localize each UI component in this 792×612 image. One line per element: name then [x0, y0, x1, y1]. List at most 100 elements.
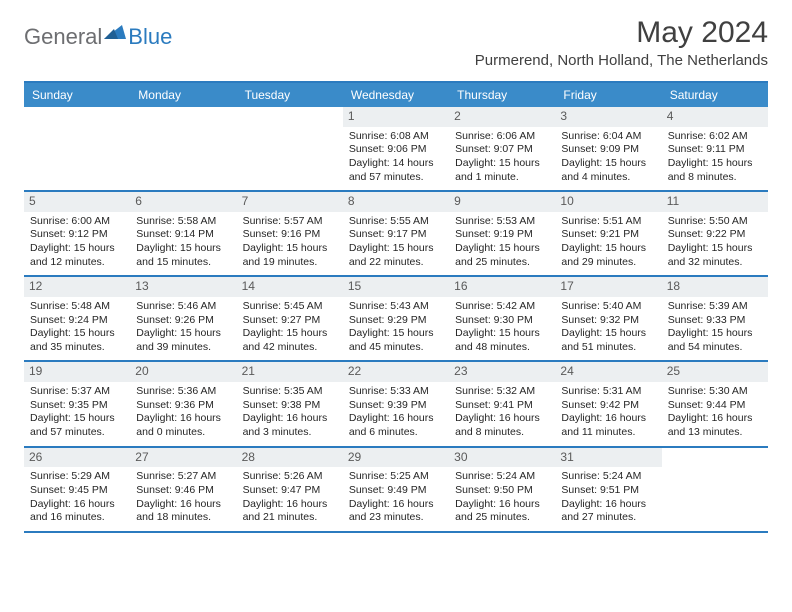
- week-row: 19 Sunrise: 5:37 AM Sunset: 9:35 PM Dayli…: [24, 362, 768, 447]
- day-cell: 26Sunrise: 5:29 AM Sunset: 9:45 PM Dayli…: [24, 448, 130, 531]
- day-details: Sunrise: 5:53 AM Sunset: 9:19 PM Dayligh…: [455, 215, 549, 270]
- day-details: Sunrise: 5:37 AM Sunset: 9:35 PM Dayligh…: [30, 385, 124, 440]
- day-details: Sunrise: 5:48 AM Sunset: 9:24 PM Dayligh…: [30, 300, 124, 355]
- day-details: Sunrise: 6:02 AM Sunset: 9:11 PM Dayligh…: [668, 130, 762, 185]
- day-number: 17: [555, 277, 661, 297]
- day-number: 1: [343, 107, 449, 127]
- day-number: 31: [555, 448, 661, 468]
- week-row: 26Sunrise: 5:29 AM Sunset: 9:45 PM Dayli…: [24, 448, 768, 533]
- day-number: 25: [662, 362, 768, 382]
- day-number: 28: [237, 448, 343, 468]
- day-details: Sunrise: 5:51 AM Sunset: 9:21 PM Dayligh…: [561, 215, 655, 270]
- day-cell: 31Sunrise: 5:24 AM Sunset: 9:51 PM Dayli…: [555, 448, 661, 531]
- day-details: Sunrise: 5:35 AM Sunset: 9:38 PM Dayligh…: [243, 385, 337, 440]
- day-number: 30: [449, 448, 555, 468]
- day-cell: 15 Sunrise: 5:43 AM Sunset: 9:29 PM Dayli…: [343, 277, 449, 360]
- day-number: 16: [449, 277, 555, 297]
- day-number: 4: [662, 107, 768, 127]
- day-cell: 2 Sunrise: 6:06 AM Sunset: 9:07 PM Daylig…: [449, 107, 555, 190]
- day-number: 13: [130, 277, 236, 297]
- week-row: 1Sunrise: 6:08 AM Sunset: 9:06 PM Daylig…: [24, 107, 768, 192]
- day-cell: 13Sunrise: 5:46 AM Sunset: 9:26 PM Dayli…: [130, 277, 236, 360]
- weekday-header: Saturday: [662, 83, 768, 107]
- day-cell: 5 Sunrise: 6:00 AM Sunset: 9:12 PM Daylig…: [24, 192, 130, 275]
- day-cell: 14 Sunrise: 5:45 AM Sunset: 9:27 PM Dayli…: [237, 277, 343, 360]
- day-cell: 12 Sunrise: 5:48 AM Sunset: 9:24 PM Dayli…: [24, 277, 130, 360]
- day-cell: 29Sunrise: 5:25 AM Sunset: 9:49 PM Dayli…: [343, 448, 449, 531]
- day-cell: 7 Sunrise: 5:57 AM Sunset: 9:16 PM Daylig…: [237, 192, 343, 275]
- weekday-header: Wednesday: [343, 83, 449, 107]
- day-details: Sunrise: 5:57 AM Sunset: 9:16 PM Dayligh…: [243, 215, 337, 270]
- day-cell: 28Sunrise: 5:26 AM Sunset: 9:47 PM Dayli…: [237, 448, 343, 531]
- day-details: Sunrise: 5:50 AM Sunset: 9:22 PM Dayligh…: [668, 215, 762, 270]
- day-number: 19: [24, 362, 130, 382]
- day-number: 8: [343, 192, 449, 212]
- day-cell: 25 Sunrise: 5:30 AM Sunset: 9:44 PM Dayli…: [662, 362, 768, 445]
- day-cell: 20 Sunrise: 5:36 AM Sunset: 9:36 PM Dayli…: [130, 362, 236, 445]
- day-details: Sunrise: 6:04 AM Sunset: 9:09 PM Dayligh…: [561, 130, 655, 185]
- weekday-header-row: SundayMondayTuesdayWednesdayThursdayFrid…: [24, 83, 768, 107]
- day-cell: 17 Sunrise: 5:40 AM Sunset: 9:32 PM Dayli…: [555, 277, 661, 360]
- day-cell: [24, 107, 130, 190]
- day-details: Sunrise: 5:42 AM Sunset: 9:30 PM Dayligh…: [455, 300, 549, 355]
- day-number: 5: [24, 192, 130, 212]
- day-details: Sunrise: 5:45 AM Sunset: 9:27 PM Dayligh…: [243, 300, 337, 355]
- day-cell: 24 Sunrise: 5:31 AM Sunset: 9:42 PM Dayli…: [555, 362, 661, 445]
- day-cell: [237, 107, 343, 190]
- weekday-header: Thursday: [449, 83, 555, 107]
- day-number: 26: [24, 448, 130, 468]
- day-details: Sunrise: 5:24 AM Sunset: 9:51 PM Dayligh…: [561, 470, 655, 525]
- day-cell: [662, 448, 768, 531]
- day-number: 7: [237, 192, 343, 212]
- weekday-header: Tuesday: [237, 83, 343, 107]
- day-number: 2: [449, 107, 555, 127]
- day-number: 10: [555, 192, 661, 212]
- day-details: Sunrise: 5:31 AM Sunset: 9:42 PM Dayligh…: [561, 385, 655, 440]
- day-cell: 10 Sunrise: 5:51 AM Sunset: 9:21 PM Dayli…: [555, 192, 661, 275]
- weekday-header: Friday: [555, 83, 661, 107]
- weekday-header: Sunday: [24, 83, 130, 107]
- day-number: 23: [449, 362, 555, 382]
- day-details: Sunrise: 5:25 AM Sunset: 9:49 PM Dayligh…: [349, 470, 443, 525]
- day-details: Sunrise: 6:00 AM Sunset: 9:12 PM Dayligh…: [30, 215, 124, 270]
- day-cell: 4 Sunrise: 6:02 AM Sunset: 9:11 PM Daylig…: [662, 107, 768, 190]
- day-cell: 9Sunrise: 5:53 AM Sunset: 9:19 PM Daylig…: [449, 192, 555, 275]
- day-number: 20: [130, 362, 236, 382]
- day-details: Sunrise: 5:39 AM Sunset: 9:33 PM Dayligh…: [668, 300, 762, 355]
- day-cell: 3Sunrise: 6:04 AM Sunset: 9:09 PM Daylig…: [555, 107, 661, 190]
- day-details: Sunrise: 5:29 AM Sunset: 9:45 PM Dayligh…: [30, 470, 124, 525]
- day-details: Sunrise: 5:43 AM Sunset: 9:29 PM Dayligh…: [349, 300, 443, 355]
- day-cell: 1Sunrise: 6:08 AM Sunset: 9:06 PM Daylig…: [343, 107, 449, 190]
- day-number: 11: [662, 192, 768, 212]
- weeks-container: 1Sunrise: 6:08 AM Sunset: 9:06 PM Daylig…: [24, 107, 768, 533]
- day-cell: 27Sunrise: 5:27 AM Sunset: 9:46 PM Dayli…: [130, 448, 236, 531]
- day-cell: 22Sunrise: 5:33 AM Sunset: 9:39 PM Dayli…: [343, 362, 449, 445]
- brand-triangle-icon: [104, 23, 126, 39]
- day-details: Sunrise: 5:33 AM Sunset: 9:39 PM Dayligh…: [349, 385, 443, 440]
- day-details: Sunrise: 6:06 AM Sunset: 9:07 PM Dayligh…: [455, 130, 549, 185]
- day-details: Sunrise: 5:27 AM Sunset: 9:46 PM Dayligh…: [136, 470, 230, 525]
- week-row: 5 Sunrise: 6:00 AM Sunset: 9:12 PM Daylig…: [24, 192, 768, 277]
- day-number: 21: [237, 362, 343, 382]
- day-cell: 18 Sunrise: 5:39 AM Sunset: 9:33 PM Dayli…: [662, 277, 768, 360]
- day-details: Sunrise: 5:40 AM Sunset: 9:32 PM Dayligh…: [561, 300, 655, 355]
- month-title: May 2024: [475, 16, 768, 50]
- day-cell: 30Sunrise: 5:24 AM Sunset: 9:50 PM Dayli…: [449, 448, 555, 531]
- day-number: 12: [24, 277, 130, 297]
- day-number: 24: [555, 362, 661, 382]
- day-details: Sunrise: 5:26 AM Sunset: 9:47 PM Dayligh…: [243, 470, 337, 525]
- brand-logo: General Blue: [24, 16, 172, 50]
- day-number: 15: [343, 277, 449, 297]
- day-details: Sunrise: 5:36 AM Sunset: 9:36 PM Dayligh…: [136, 385, 230, 440]
- day-details: Sunrise: 5:30 AM Sunset: 9:44 PM Dayligh…: [668, 385, 762, 440]
- day-number: 14: [237, 277, 343, 297]
- day-cell: 11 Sunrise: 5:50 AM Sunset: 9:22 PM Dayli…: [662, 192, 768, 275]
- day-number: 27: [130, 448, 236, 468]
- day-cell: 21 Sunrise: 5:35 AM Sunset: 9:38 PM Dayli…: [237, 362, 343, 445]
- day-cell: 6Sunrise: 5:58 AM Sunset: 9:14 PM Daylig…: [130, 192, 236, 275]
- calendar-page: General Blue May 2024 Purmerend, North H…: [0, 0, 792, 549]
- calendar-grid: SundayMondayTuesdayWednesdayThursdayFrid…: [24, 81, 768, 533]
- day-number: 6: [130, 192, 236, 212]
- brand-text-2: Blue: [128, 24, 172, 50]
- day-number: 18: [662, 277, 768, 297]
